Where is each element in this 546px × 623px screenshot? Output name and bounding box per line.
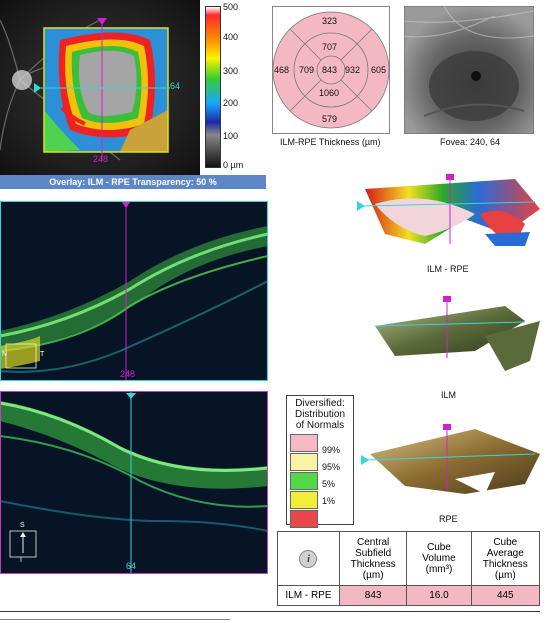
header-central-subfield: Central Subfield Thickness (µm): [338, 531, 408, 586]
bscan-h-orient-right: T: [40, 351, 45, 358]
etdrs-outer-left: 468: [274, 65, 290, 75]
bottom-divider: [0, 611, 540, 612]
surface-rpe-label: RPE: [439, 514, 458, 524]
header-cube-average: Cube Average Thickness (µm): [470, 531, 541, 586]
etdrs-inner-left: 709: [299, 65, 315, 75]
bscan-v-position: 64: [126, 561, 137, 571]
overlay-y-marker: 64: [170, 81, 181, 91]
etdrs-grid: [272, 6, 390, 134]
colorbar-tick: 200: [223, 98, 239, 108]
bscan-v-orient-top: S: [20, 522, 25, 529]
surface-ilm-rpe[interactable]: [355, 174, 546, 256]
surface-ilm-panel[interactable]: ILM: [355, 296, 546, 402]
legend-swatch-5: [290, 472, 318, 490]
colorbar-tick: 500: [223, 2, 239, 12]
legend-title-line1: Diversified:: [295, 398, 345, 409]
overlay-x-marker: 248: [93, 154, 109, 164]
fundus-photo[interactable]: [404, 6, 534, 134]
value-central-subfield: 843: [338, 585, 408, 606]
legend-label-1: 1%: [322, 496, 336, 506]
colorbar-tick: 0 µm: [223, 160, 244, 170]
etdrs-inner-right: 932: [345, 65, 361, 75]
surface-ilm-rpe-panel[interactable]: ILM - RPE: [355, 174, 546, 278]
legend-title-line2: Distribution: [294, 409, 346, 420]
normative-legend: Diversified: Distribution of Normals 99%…: [286, 395, 354, 528]
legend-label-95: 95%: [322, 462, 341, 472]
bscan-h-position: 248: [120, 369, 136, 379]
etdrs-outer-top: 323: [322, 16, 338, 26]
vertical-bscan-panel[interactable]: 64 S I: [0, 391, 269, 574]
legend-swatch-99: [290, 434, 318, 452]
overlay-settings-label: Overlay: ILM - RPE Transparency: 50 %: [49, 177, 217, 187]
surface-rpe[interactable]: [355, 424, 546, 500]
bscan-h-orient-left: N: [2, 351, 8, 358]
thickness-colorbar: [205, 6, 221, 168]
value-cube-average: 445: [470, 585, 541, 606]
etdrs-inner-bottom: 1060: [319, 88, 340, 98]
etdrs-inner-top: 707: [322, 42, 338, 52]
colorbar-tick: 300: [223, 66, 239, 76]
fovea-caption: Fovea: 240, 64: [440, 137, 501, 147]
legend-swatch-95: [290, 453, 318, 471]
info-icon[interactable]: i: [299, 549, 318, 568]
colorbar-tick: 100: [223, 131, 239, 141]
surface-ilm-rpe-label: ILM - RPE: [427, 264, 469, 274]
legend-swatch-below: [290, 510, 318, 528]
horizontal-bscan-panel[interactable]: 248 N T: [0, 201, 269, 381]
fundus-overlay-image[interactable]: [0, 0, 248, 176]
etdrs-thickness-map: 323 468 605 579 707 709 843 932 1060 ILM…: [272, 6, 390, 150]
bscan-v-orient-bottom: I: [20, 557, 22, 564]
legend-title-line3: of Normals: [295, 420, 345, 431]
legend-label-5: 5%: [322, 479, 336, 489]
bottom-divider-secondary: [0, 619, 230, 620]
value-cube-volume: 16.0: [406, 585, 472, 606]
legend-swatch-1: [290, 491, 318, 509]
vertical-bscan[interactable]: [0, 391, 269, 574]
fundus-photo-panel: Fovea: 240, 64: [404, 6, 534, 150]
surface-ilm[interactable]: [355, 296, 546, 376]
overlay-settings-bar[interactable]: Overlay: ILM - RPE Transparency: 50 %: [0, 175, 266, 189]
header-cube-volume: Cube Volume (mm³): [406, 531, 472, 586]
info-cell: i: [277, 531, 340, 586]
surface-ilm-label: ILM: [441, 390, 457, 400]
legend-label-99: 99%: [322, 445, 341, 455]
row-label: ILM - RPE: [277, 585, 340, 606]
etdrs-outer-right: 605: [371, 65, 387, 75]
colorbar-ticks: 500 400 300 200 100 0 µm: [221, 2, 251, 172]
results-table: i Central Subfield Thickness (µm) Cube V…: [277, 531, 541, 606]
surface-rpe-panel[interactable]: RPE: [355, 424, 546, 524]
colorbar-tick: 400: [223, 32, 239, 42]
fundus-overlay-panel: 248 64 500 400 300 200 100 0 µm Overlay:…: [0, 0, 266, 190]
etdrs-caption: ILM-RPE Thickness (µm): [280, 137, 381, 147]
etdrs-outer-bottom: 579: [322, 114, 338, 124]
etdrs-center: 843: [322, 65, 338, 75]
horizontal-bscan[interactable]: [0, 201, 269, 381]
